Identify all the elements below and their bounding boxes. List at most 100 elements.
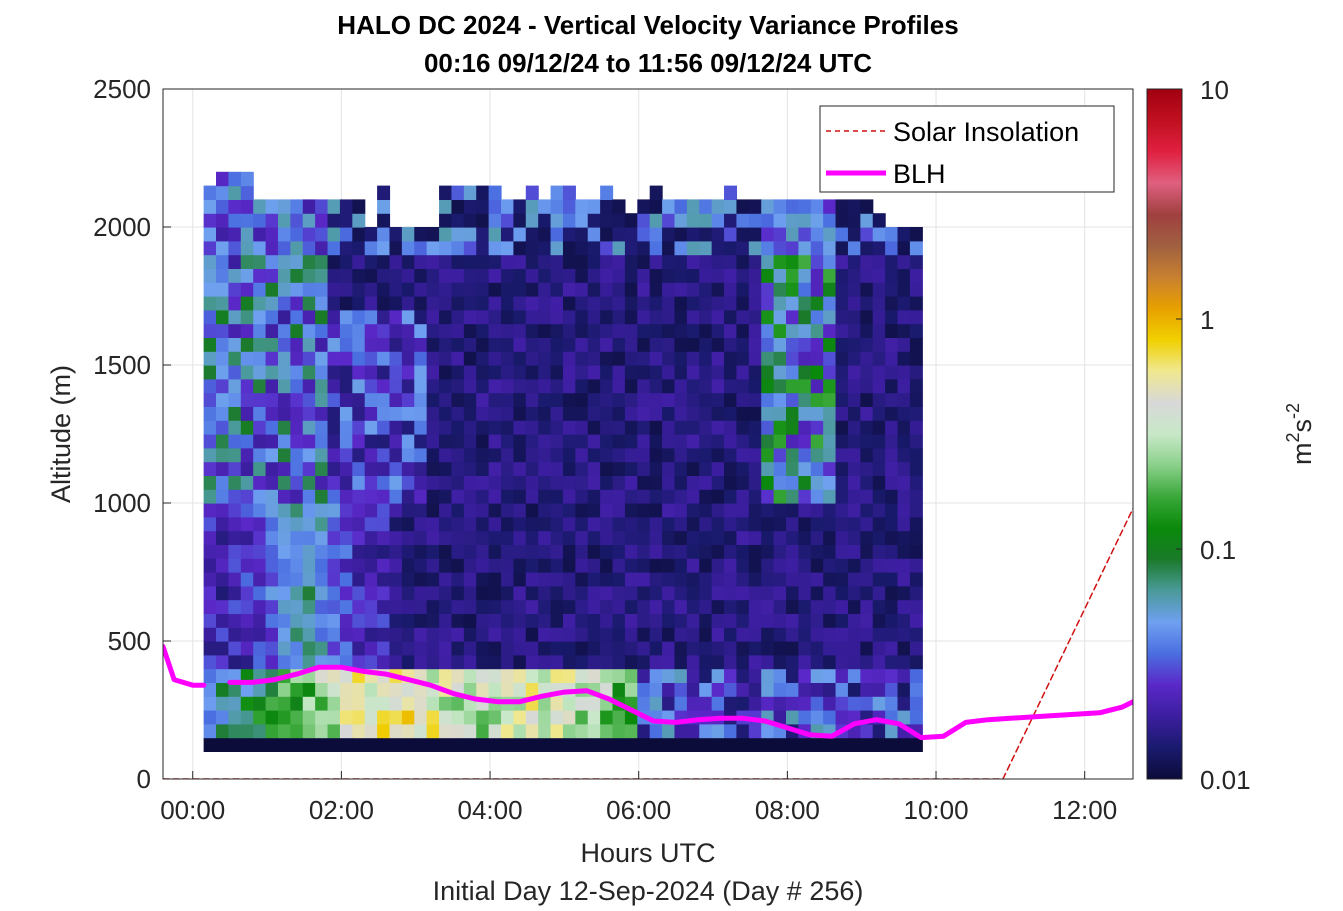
heatmap-cell [686, 530, 700, 545]
heatmap-cell [909, 351, 923, 366]
heatmap-cell [637, 296, 651, 311]
heatmap-cell [674, 668, 688, 683]
heatmap-cell [736, 213, 750, 228]
heatmap-cell [538, 710, 552, 725]
heatmap-cell [662, 696, 676, 711]
heatmap-cell [550, 378, 564, 394]
heatmap-cell [377, 240, 391, 256]
heatmap-cell [451, 558, 465, 573]
heatmap-cell [575, 420, 589, 435]
heatmap-cell [761, 489, 775, 504]
heatmap-cell [711, 365, 725, 380]
heatmap-cell [736, 227, 750, 242]
heatmap-cell [587, 378, 601, 394]
heatmap-cell [476, 627, 490, 642]
heatmap-cell [662, 461, 676, 476]
heatmap-cell [786, 654, 799, 670]
heatmap-cell [513, 199, 527, 214]
heatmap-cell [835, 461, 849, 476]
heatmap-cell [463, 378, 477, 394]
heatmap-cell [823, 227, 837, 242]
heatmap-cell [823, 213, 837, 228]
heatmap-cell [748, 489, 762, 504]
blh-line [163, 644, 207, 688]
heatmap-cell [736, 489, 750, 504]
heatmap-cell [600, 268, 614, 283]
heatmap-cell [600, 323, 614, 338]
heatmap-cell [786, 641, 799, 656]
heatmap-cell [401, 613, 415, 628]
heatmap-cell [562, 240, 576, 256]
heatmap-cell [711, 461, 725, 476]
heatmap-cell [327, 323, 341, 338]
heatmap-cell [550, 489, 564, 504]
heatmap-cell [352, 337, 366, 352]
heatmap-cell [439, 627, 453, 642]
heatmap-cell [724, 365, 738, 380]
heatmap-cell [786, 447, 799, 463]
heatmap-cell [600, 585, 614, 601]
heatmap-cell [823, 668, 837, 683]
heatmap-cell [216, 737, 230, 752]
heatmap-cell [748, 682, 762, 697]
heatmap-cell [302, 447, 316, 463]
heatmap-cell [339, 351, 353, 366]
heatmap-cell [240, 572, 254, 587]
heatmap-cell [290, 737, 304, 752]
heatmap-cell [488, 544, 502, 559]
heatmap-cell [538, 434, 552, 449]
heatmap-cell [823, 240, 837, 256]
heatmap-cell [525, 544, 539, 559]
heatmap-cell [885, 668, 899, 683]
heatmap-cell [649, 696, 663, 711]
heatmap-cell [736, 475, 750, 490]
heatmap-cell [674, 254, 688, 269]
heatmap-cell [364, 627, 378, 642]
heatmap-cell [352, 323, 366, 338]
heatmap-cell [377, 737, 391, 752]
heatmap-cell [612, 737, 626, 752]
heatmap-cell [798, 406, 812, 421]
heatmap-cell [203, 337, 217, 352]
heatmap-cell [426, 323, 440, 338]
heatmap-cell [401, 337, 415, 352]
heatmap-cell [835, 516, 849, 532]
heatmap-cell [277, 737, 291, 752]
heatmap-cell [823, 475, 837, 490]
heatmap-cell [339, 309, 353, 325]
heatmap-cell [699, 516, 713, 532]
heatmap-cell [624, 434, 638, 449]
heatmap-cell [624, 378, 638, 394]
heatmap-cell [389, 434, 403, 449]
heatmap-cell [909, 558, 923, 573]
heatmap-cell [203, 489, 217, 504]
heatmap-cell [364, 309, 378, 325]
heatmap-cell [463, 337, 477, 352]
heatmap-cell [649, 254, 663, 269]
heatmap-cell [439, 406, 453, 421]
heatmap-cell [525, 654, 539, 670]
heatmap-cell [885, 558, 899, 573]
heatmap-cell [253, 558, 267, 573]
heatmap-cell [228, 351, 242, 366]
heatmap-cell [550, 503, 564, 518]
heatmap-cell [439, 254, 453, 269]
heatmap-cell [302, 723, 316, 739]
heatmap-cell [860, 323, 874, 338]
heatmap-cell [587, 710, 601, 725]
heatmap-cell [786, 461, 799, 476]
heatmap-cell [315, 199, 329, 214]
heatmap-cell [649, 392, 663, 407]
heatmap-cell [736, 447, 750, 463]
heatmap-cell [711, 254, 725, 269]
heatmap-cell [600, 296, 614, 311]
heatmap-cell [414, 351, 428, 366]
heatmap-cell [364, 296, 378, 311]
heatmap-cell [748, 213, 762, 228]
heatmap-cell [315, 461, 329, 476]
heatmap-cell [872, 585, 886, 601]
heatmap-cell [674, 296, 688, 311]
heatmap-cell [587, 572, 601, 587]
heatmap-cell [216, 434, 230, 449]
heatmap-cell [699, 254, 713, 269]
